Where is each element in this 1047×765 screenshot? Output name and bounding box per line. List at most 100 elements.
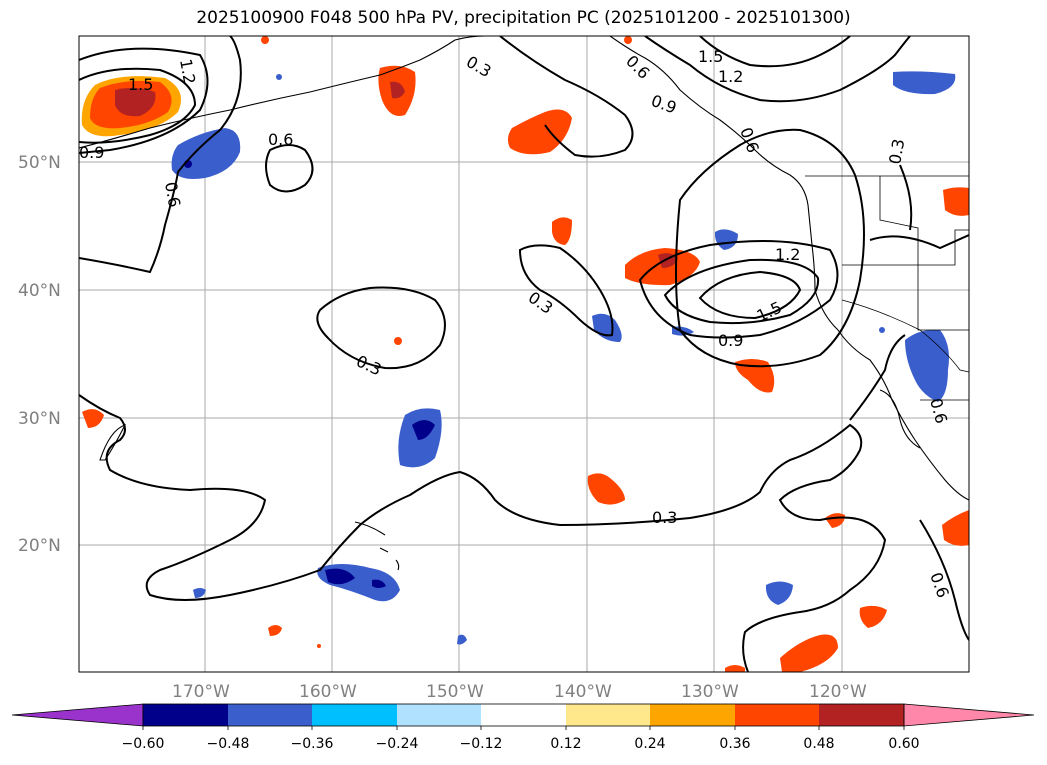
precip-blob: [82, 409, 104, 428]
precip-blob: [552, 217, 572, 245]
hawaii-outline: [354, 521, 400, 571]
precip-blob: [268, 625, 282, 636]
colorbar-label: −0.60: [122, 736, 165, 752]
pv-contour: [79, 47, 209, 154]
colorbar-label: 0.60: [888, 736, 919, 752]
aleutian-coastline: [79, 36, 486, 149]
pv-contour: [663, 258, 820, 325]
colorbar: −0.60 −0.48 −0.36 −0.24 −0.12 0.12 0.24 …: [11, 703, 1035, 752]
pv-contour: [265, 144, 314, 193]
colorbar-label: −0.36: [291, 736, 334, 752]
precip-blob: [780, 634, 838, 672]
colorbar-segment: [481, 704, 566, 726]
precip-blob: [725, 665, 745, 672]
pv-contour: [518, 244, 614, 337]
lon-label-170w: 170°W: [172, 682, 230, 702]
contour-label: 1.2: [775, 245, 800, 264]
contour-label: 1.2: [176, 57, 199, 85]
lat-label-20n: 20°N: [18, 536, 61, 556]
colorbar-label: 0.48: [803, 736, 834, 752]
contour-label: 1.5: [128, 75, 153, 94]
colorbar-segment: [566, 704, 650, 726]
precip-blob: [942, 510, 969, 546]
pv-contour: [79, 394, 887, 672]
colorbar-segment: [735, 704, 819, 726]
pv-contour: [698, 270, 802, 320]
precip-blob: [905, 329, 949, 402]
lat-label-30n: 30°N: [18, 409, 61, 429]
precip-blob: [412, 420, 435, 440]
map-title: 2025100900 F048 500 hPa PV, precipitatio…: [196, 8, 851, 28]
colorbar-label: 0.24: [634, 736, 665, 752]
precip-blob: [735, 359, 775, 393]
lon-label-130w: 130°W: [681, 682, 739, 702]
precip-blob: [394, 337, 402, 345]
lon-labels: 170°W 160°W 150°W 140°W 130°W 120°W: [172, 682, 867, 702]
contour-label: 0.6: [161, 180, 184, 208]
colorbar-label: −0.48: [207, 736, 250, 752]
precip-blob: [765, 581, 793, 605]
precip-positive: [81, 36, 969, 672]
gridlines: [79, 36, 969, 672]
colorbar-label: −0.24: [376, 736, 419, 752]
precip-negative: [171, 71, 956, 645]
colorbar-segment: [312, 704, 397, 726]
baja-coastline: [879, 389, 921, 449]
precip-blob: [193, 588, 206, 598]
contour-label: 1.5: [698, 47, 723, 66]
colorbar-segment: [819, 704, 904, 726]
pv-contour: [644, 36, 911, 103]
colorbar-label: 0.12: [550, 736, 581, 752]
precip-blob: [276, 74, 282, 80]
precip-blob: [714, 229, 738, 250]
pv-contour: [869, 234, 969, 250]
precip-blob: [943, 187, 969, 216]
map-frame: [78, 35, 970, 673]
pv-contour: [79, 67, 197, 144]
precip-blob: [390, 81, 405, 99]
contour-label: 0.9: [718, 331, 743, 350]
pv-contours: [79, 36, 969, 672]
pv-contour: [316, 286, 446, 370]
colorbar-segment: [650, 704, 735, 726]
pv-contour: [79, 36, 242, 274]
colorbar-extend-high: [903, 703, 1035, 727]
colorbar-label: 0.36: [719, 736, 750, 752]
lon-label-120w: 120°W: [809, 682, 867, 702]
precip-blob: [457, 634, 467, 645]
pv-contour: [849, 334, 906, 421]
contour-label: 0.9: [79, 143, 104, 162]
pv-contour: [699, 36, 851, 68]
contour-label: 1.2: [718, 67, 743, 86]
precip-blob: [879, 327, 885, 333]
colorbar-segment: [228, 704, 312, 726]
border-line: [917, 265, 969, 331]
pv-contour: [638, 240, 839, 339]
lat-label-50n: 50°N: [18, 153, 61, 173]
lon-label-160w: 160°W: [299, 682, 357, 702]
precip-blob: [587, 473, 625, 505]
colorbar-label: −0.12: [460, 736, 503, 752]
colorbar-extend-low: [11, 703, 144, 727]
precip-blob: [592, 313, 622, 342]
precip-blob: [317, 644, 321, 648]
pv-contour: [919, 519, 969, 641]
precip-blob: [372, 579, 386, 588]
precip-blob: [859, 605, 887, 628]
lon-label-150w: 150°W: [426, 682, 484, 702]
pv-contour: [675, 128, 865, 368]
pv-contour: [899, 164, 913, 231]
precip-blob: [624, 36, 632, 44]
lat-label-40n: 40°N: [18, 281, 61, 301]
precip-blob: [115, 87, 156, 117]
colorbar-outline: [142, 703, 905, 727]
contour-label: 0.3: [885, 137, 908, 165]
precip-blob: [507, 109, 572, 155]
contour-label: 0.6: [268, 130, 293, 149]
colorbar-segment: [397, 704, 481, 726]
colorbar-segment: [143, 704, 228, 726]
precip-blob: [325, 568, 355, 585]
precip-blob: [261, 36, 269, 44]
precip-blob: [893, 71, 956, 95]
